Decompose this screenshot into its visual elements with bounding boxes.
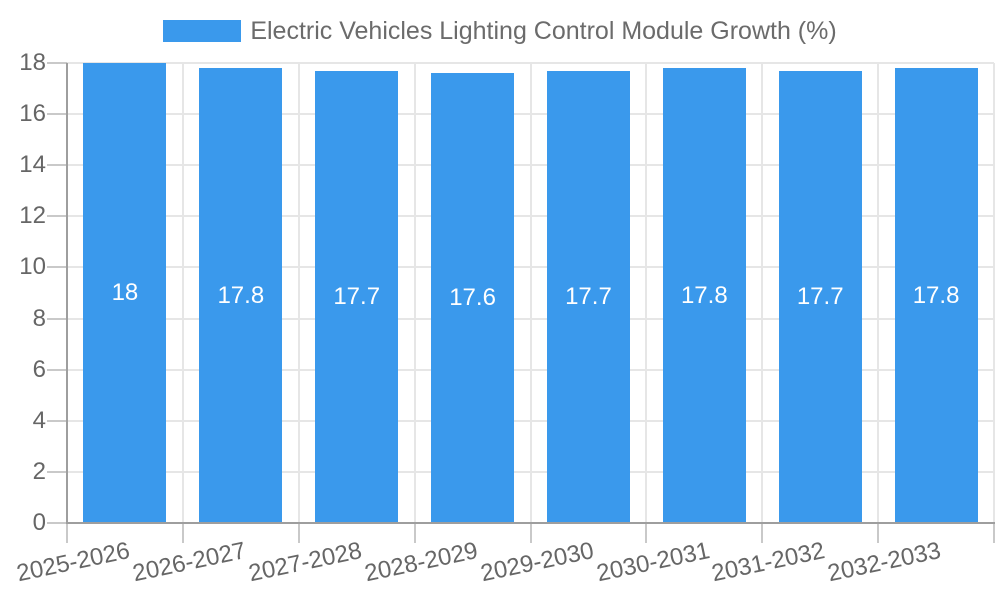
- x-axis-label: 2028-2029: [362, 537, 480, 588]
- bar[interactable]: [662, 68, 746, 523]
- y-axis-label: 16: [19, 100, 46, 128]
- bar-value-label: 17.7: [333, 282, 381, 310]
- bar-value-label: 17.6: [449, 284, 496, 312]
- x-axis-label: 2027-2028: [246, 537, 365, 588]
- y-axis-label: 10: [19, 253, 46, 281]
- y-axis-line: [66, 63, 68, 523]
- x-axis-label: 2029-2030: [477, 537, 596, 588]
- x-gridline: [413, 63, 416, 523]
- x-axis-label: 2031-2032: [709, 537, 828, 588]
- x-gridline: [993, 63, 995, 523]
- y-axis-tick: [47, 215, 67, 218]
- y-axis-label: 14: [19, 151, 46, 179]
- bar[interactable]: [431, 73, 515, 523]
- x-axis-tick: [993, 523, 995, 543]
- x-axis-tick: [529, 523, 532, 543]
- bar[interactable]: [778, 70, 862, 523]
- y-axis-tick: [47, 419, 67, 422]
- x-axis-tick: [66, 523, 68, 543]
- y-axis-tick: [47, 164, 67, 167]
- x-gridline: [181, 63, 184, 523]
- legend-item[interactable]: Electric Vehicles Lighting Control Modul…: [163, 16, 837, 46]
- bar[interactable]: [83, 63, 167, 523]
- y-axis-label: 8: [32, 304, 46, 332]
- bar-value-label: 17.8: [680, 281, 728, 309]
- x-gridline: [529, 63, 532, 523]
- bar-value-label: 18: [111, 279, 139, 306]
- y-axis-tick: [47, 522, 67, 524]
- bar-value-label: 17.7: [796, 282, 844, 310]
- bar-value-label: 17.7: [565, 282, 612, 310]
- y-axis-label: 4: [32, 406, 46, 434]
- y-axis-label: 18: [19, 49, 46, 76]
- legend-swatch-icon: [163, 20, 242, 42]
- x-axis-label: 2025-2026: [14, 537, 133, 588]
- y-axis-label: 6: [32, 355, 46, 383]
- y-axis-tick: [47, 368, 67, 371]
- x-gridline: [761, 63, 764, 523]
- y-axis-label: 2: [32, 457, 46, 485]
- x-gridline: [645, 63, 648, 523]
- y-axis-tick: [47, 62, 67, 64]
- y-axis-tick: [47, 317, 67, 320]
- x-axis-tick: [413, 523, 416, 543]
- y-axis-tick: [47, 266, 67, 269]
- legend-label: Electric Vehicles Lighting Control Modul…: [250, 17, 837, 45]
- bar[interactable]: [546, 70, 630, 523]
- x-axis-tick: [181, 523, 184, 543]
- x-axis-tick: [761, 523, 764, 543]
- x-gridline: [877, 63, 880, 523]
- bar[interactable]: [315, 70, 399, 523]
- bar[interactable]: [199, 68, 283, 523]
- x-gridline: [297, 63, 300, 523]
- bar-value-label: 17.8: [912, 281, 960, 309]
- x-axis-label: 2030-2031: [593, 537, 712, 588]
- bar[interactable]: [894, 68, 978, 523]
- x-axis-line: [66, 522, 995, 524]
- x-axis-label: 2026-2027: [130, 537, 249, 588]
- y-axis-tick: [47, 113, 67, 116]
- y-axis-tick: [47, 470, 67, 473]
- x-axis-tick: [645, 523, 648, 543]
- x-axis-tick: [297, 523, 300, 543]
- x-axis-tick: [877, 523, 880, 543]
- bar-value-label: 17.8: [217, 281, 265, 309]
- legend: Electric Vehicles Lighting Control Modul…: [0, 16, 1000, 46]
- y-axis-label: 0: [32, 509, 46, 536]
- x-axis-label: 2032-2033: [825, 537, 944, 588]
- y-axis-label: 12: [19, 202, 46, 230]
